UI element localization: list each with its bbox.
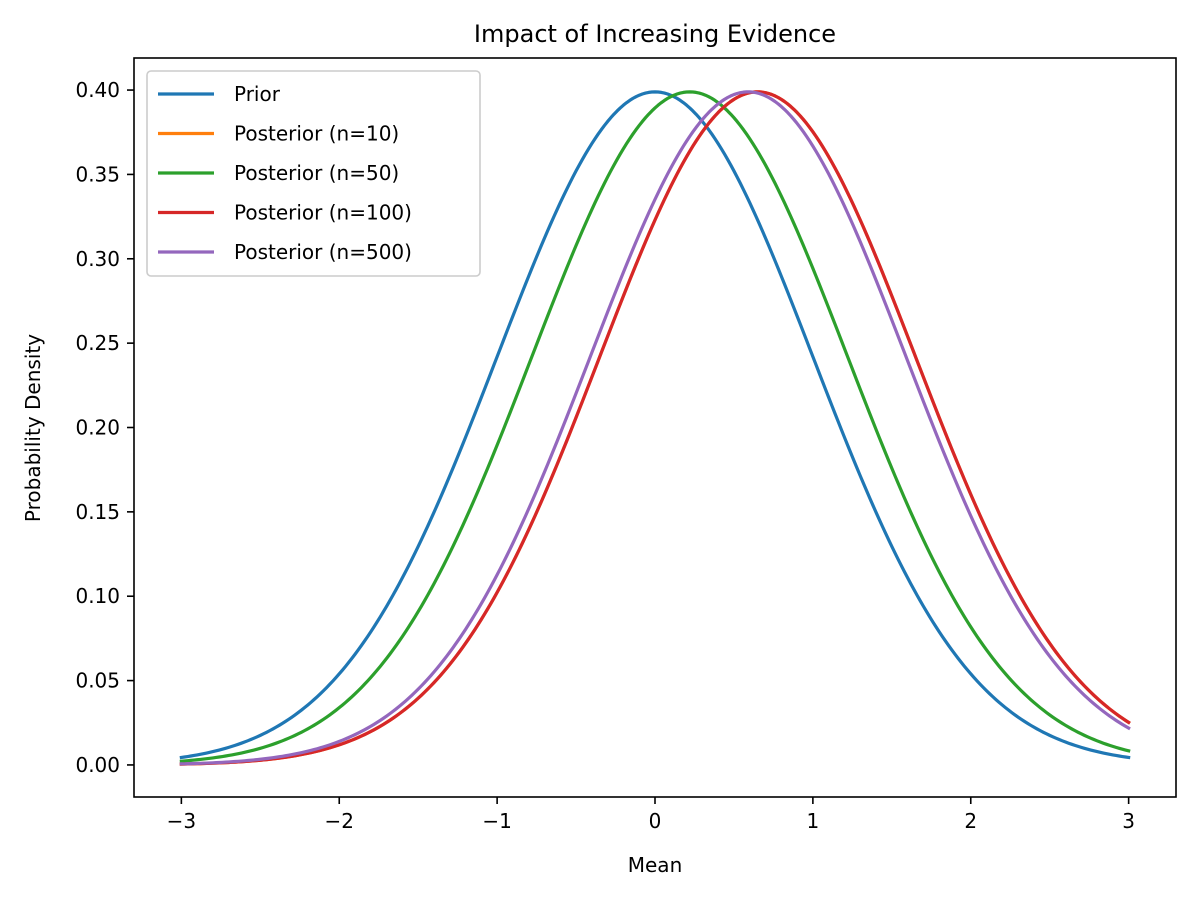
chart-title: Impact of Increasing Evidence bbox=[474, 20, 836, 48]
legend-label-2: Posterior (n=50) bbox=[234, 161, 399, 185]
x-tick-label: 1 bbox=[807, 809, 820, 833]
x-axis: −3 −2 −1 0 1 2 3 bbox=[167, 797, 1135, 833]
y-tick-label: 0.25 bbox=[75, 331, 120, 355]
y-tick-label: 0.30 bbox=[75, 247, 120, 271]
legend-label-0: Prior bbox=[234, 82, 281, 106]
y-axis: 0.00 0.05 0.10 0.15 0.20 0.25 0.30 0.35 0.40 bbox=[75, 78, 134, 777]
legend-label-3: Posterior (n=100) bbox=[234, 201, 412, 225]
series-line-4 bbox=[179, 90, 1131, 766]
legend-label-4: Posterior (n=500) bbox=[234, 240, 412, 264]
x-tick-label: −1 bbox=[482, 809, 511, 833]
x-tick-label: 0 bbox=[649, 809, 662, 833]
legend-box bbox=[146, 70, 481, 277]
y-tick-label: 0.40 bbox=[75, 78, 120, 102]
x-axis-label: Mean bbox=[628, 853, 683, 877]
x-tick-label: 3 bbox=[1122, 809, 1135, 833]
series-line-0 bbox=[179, 90, 1131, 760]
y-tick-label: 0.00 bbox=[75, 753, 120, 777]
y-axis-label: Probability Density bbox=[21, 334, 45, 522]
series-layer bbox=[179, 90, 1131, 766]
y-tick-label: 0.20 bbox=[75, 416, 120, 440]
series-line-2 bbox=[179, 90, 1131, 763]
x-tick-label: 2 bbox=[964, 809, 977, 833]
y-tick-label: 0.15 bbox=[75, 500, 120, 524]
series-line-3 bbox=[179, 90, 1131, 766]
y-tick-label: 0.05 bbox=[75, 669, 120, 693]
x-tick-label: −3 bbox=[167, 809, 196, 833]
y-tick-label: 0.10 bbox=[75, 584, 120, 608]
y-tick-label: 0.35 bbox=[75, 162, 120, 186]
legend: Prior Posterior (n=10) Posterior (n=50) Pos… bbox=[146, 70, 481, 277]
x-tick-label: −2 bbox=[325, 809, 354, 833]
legend-label-1: Posterior (n=10) bbox=[234, 122, 399, 146]
